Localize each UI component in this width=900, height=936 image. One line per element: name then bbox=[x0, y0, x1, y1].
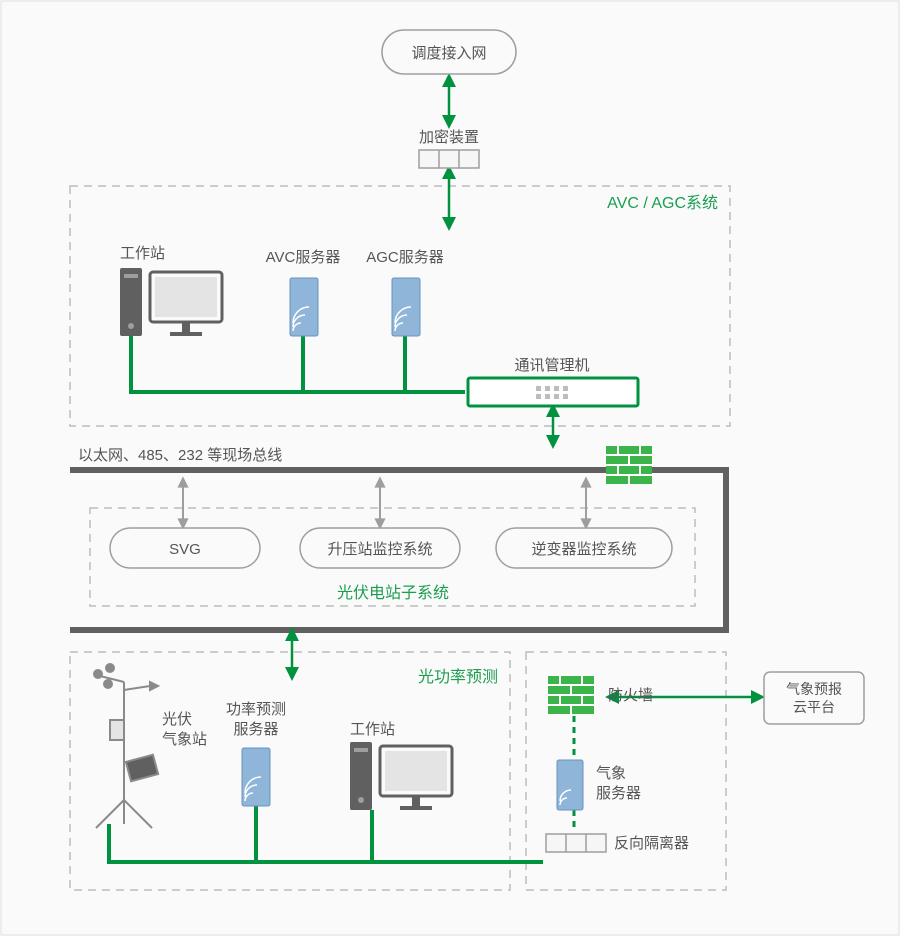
green-bus-bottom bbox=[109, 824, 543, 862]
weather-server-label-2: 服务器 bbox=[596, 785, 641, 802]
node-inverter-monitoring: 逆变器监控系统 bbox=[496, 528, 672, 568]
avc-server-label: AVC服务器 bbox=[266, 249, 341, 266]
comm-manager-label: 通讯管理机 bbox=[514, 357, 589, 374]
rack-device-icon bbox=[468, 378, 638, 406]
region-title-avc-agc: AVC / AGC系统 bbox=[607, 194, 718, 212]
node-svg: SVG bbox=[110, 528, 260, 568]
inverter-label: 逆变器监控系统 bbox=[531, 541, 636, 558]
region-title-power-forecast: 光功率预测 bbox=[418, 668, 498, 686]
pv-weather-station-label-1: 光伏 bbox=[162, 711, 192, 728]
node-pv-weather-station: 光伏 气象站 bbox=[94, 664, 207, 828]
workstation-2-label: 工作站 bbox=[350, 721, 395, 738]
node-comm-manager: 通讯管理机 bbox=[468, 357, 638, 406]
firewall-label: 防火墙 bbox=[608, 687, 653, 704]
green-bus-top bbox=[131, 336, 465, 392]
node-firewall-bottom: 防火墙 bbox=[548, 676, 653, 714]
forecast-server-label-2: 服务器 bbox=[233, 721, 278, 738]
node-workstation-2: 工作站 bbox=[350, 721, 452, 810]
booster-label: 升压站监控系统 bbox=[327, 541, 432, 558]
node-reverse-isolator: 反向隔离器 bbox=[546, 834, 689, 852]
node-avc-server: AVC服务器 bbox=[266, 249, 341, 336]
node-weather-cloud: 气象预报 云平台 bbox=[764, 672, 864, 724]
node-firewall-top bbox=[606, 446, 652, 484]
reverse-isolator-label: 反向隔离器 bbox=[614, 835, 689, 852]
node-encryption-device: 加密装置 bbox=[419, 129, 479, 168]
fieldbus-label: 以太网、485、232 等现场总线 bbox=[78, 446, 282, 464]
node-dispatch-network: 调度接入网 bbox=[382, 30, 516, 74]
region-title-pv-subsystem: 光伏电站子系统 bbox=[337, 584, 449, 602]
node-forecast-server: 功率预测 服务器 bbox=[226, 701, 286, 806]
agc-server-label: AGC服务器 bbox=[366, 249, 444, 266]
node-workstation-1: 工作站 bbox=[120, 245, 222, 336]
dispatch-network-label: 调度接入网 bbox=[411, 45, 486, 62]
diagram-canvas: AVC / AGC系统 光伏电站子系统 光功率预测 以太网、485、232 等现… bbox=[0, 0, 900, 936]
isolator-icon bbox=[546, 834, 606, 852]
svg-label: SVG bbox=[169, 541, 201, 558]
node-booster-monitoring: 升压站监控系统 bbox=[300, 528, 460, 568]
weather-cloud-label-1: 气象预报 bbox=[786, 681, 842, 697]
workstation-1-label: 工作站 bbox=[120, 245, 165, 262]
pv-weather-station-label-2: 气象站 bbox=[162, 731, 207, 748]
node-agc-server: AGC服务器 bbox=[366, 249, 444, 336]
weather-server-label-1: 气象 bbox=[596, 765, 626, 782]
forecast-server-label-1: 功率预测 bbox=[226, 701, 286, 718]
weather-station-icon bbox=[94, 664, 158, 828]
node-weather-server: 气象 服务器 bbox=[557, 760, 641, 810]
encryption-device-label: 加密装置 bbox=[419, 129, 479, 146]
weather-cloud-label-2: 云平台 bbox=[793, 699, 835, 715]
